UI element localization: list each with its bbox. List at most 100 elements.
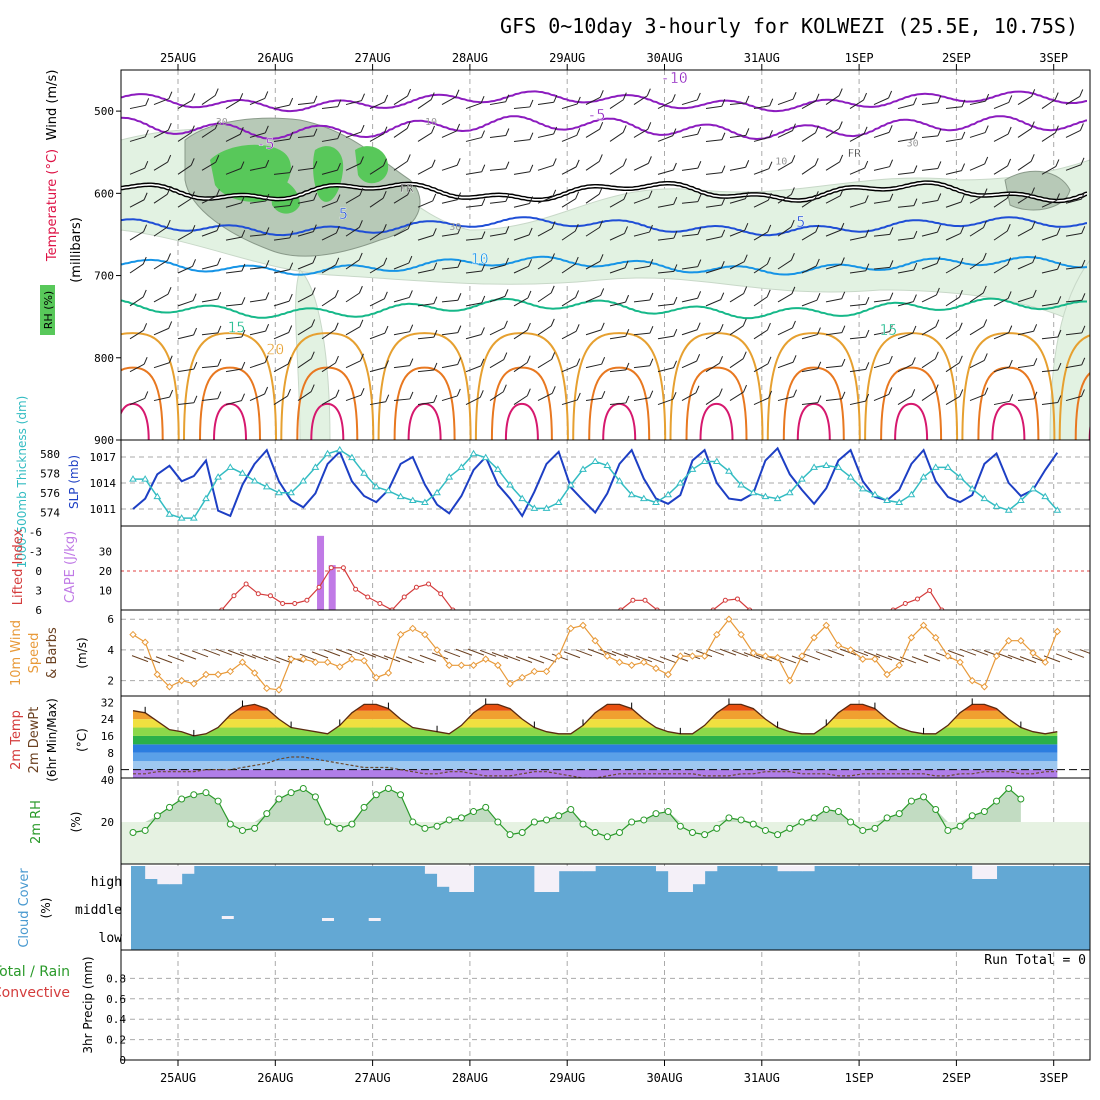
- wind-barb-staff: [705, 172, 722, 175]
- wind-barb: [753, 98, 774, 110]
- wind-barb-staff: [849, 99, 864, 109]
- wind-barb: [873, 292, 894, 303]
- wind-speed-marker: [919, 621, 928, 630]
- wind-barb-flag: [358, 285, 363, 294]
- wind-barb: [753, 390, 773, 406]
- wind-barb-flag: [743, 286, 748, 294]
- wind-barb-flag: [721, 132, 726, 140]
- thickness-marker: [554, 498, 563, 505]
- wind-barb-10m: [911, 656, 929, 664]
- slp-line: [132, 446, 1059, 518]
- wind-barb-staff: [417, 200, 433, 208]
- wind-barb-staff: [369, 101, 385, 110]
- wind-barb-staff: [465, 302, 482, 307]
- wind-barb-10m: [263, 655, 281, 663]
- isotherm-30-day4: [504, 402, 539, 440]
- rh2m-marker: [506, 831, 514, 839]
- thickness-marker: [1041, 492, 1050, 500]
- wind-barb-staff: [153, 293, 169, 303]
- wind-barb-staff: [729, 261, 745, 270]
- wind-barb-flag: [574, 223, 579, 232]
- wind-barb-flag: [360, 156, 364, 164]
- wind-barb-flag: [863, 92, 867, 101]
- wind-barb-flag: [1031, 187, 1035, 195]
- wind-barb-staff: [369, 230, 384, 241]
- wind-barb: [561, 358, 581, 373]
- wind-barb-flag: [289, 262, 294, 270]
- wind-barb-staff: [345, 326, 361, 336]
- wind-barb: [345, 353, 364, 369]
- wind-barb-flag: [167, 253, 171, 261]
- wind-barb-flag: [863, 126, 868, 135]
- wind-barb: [489, 161, 510, 171]
- wind-barb-staff: [825, 161, 840, 171]
- wind-barb-staff: [825, 264, 842, 270]
- wind-barb: [513, 99, 534, 110]
- wind-barb: [753, 192, 772, 208]
- li-marker: [243, 581, 249, 587]
- thickness-tick-576: 576: [40, 487, 60, 500]
- label-lifted-index: Lifted Index: [11, 528, 26, 605]
- wind-barb-flag: [913, 131, 918, 139]
- wind-barb-staff: [1065, 364, 1082, 369]
- wind-barb: [681, 92, 701, 106]
- wind-barb-flag: [720, 292, 725, 300]
- date-label-bottom-31aug: 31AUG: [744, 1071, 780, 1085]
- wind-barb-flag: [721, 197, 726, 206]
- wind-barb-flag: [214, 88, 219, 96]
- rh2m-marker: [238, 826, 246, 834]
- wind-barb-staff: [513, 234, 530, 241]
- wind-barb-flag: [598, 154, 603, 162]
- wind-barb: [1041, 125, 1059, 142]
- wind-barb: [633, 88, 651, 105]
- wind-barb-staff: [777, 130, 793, 138]
- thickness-marker: [275, 488, 283, 496]
- thickness-marker: [676, 479, 685, 486]
- wind-speed-marker: [482, 655, 490, 663]
- wind-speed-marker: [263, 684, 271, 693]
- wind-barb-flag: [913, 262, 918, 271]
- wind-barb-flag: [144, 129, 149, 138]
- wind-barb: [585, 254, 604, 270]
- wind-barb-staff: [561, 198, 576, 208]
- wind-barb-staff: [249, 266, 266, 270]
- li-marker: [304, 597, 310, 603]
- rh2m-marker: [336, 824, 344, 832]
- wind-speed-marker: [433, 646, 441, 654]
- wind-barb: [369, 360, 389, 373]
- wind-barb-flag: [265, 159, 270, 168]
- wind-barb: [225, 329, 246, 340]
- precip-tick: 0.6: [106, 993, 126, 1006]
- wind-barb-flag: [193, 361, 198, 370]
- date-label-top-28aug: 28AUG: [452, 51, 488, 65]
- thickness-marker: [725, 467, 733, 474]
- rh2m-marker: [457, 814, 465, 822]
- wind-barb: [705, 388, 723, 405]
- wind-barb: [777, 253, 795, 270]
- wind-barb: [585, 187, 603, 204]
- wind-barb: [201, 155, 220, 171]
- wind-barb-flag: [407, 187, 412, 196]
- wind-barb-flag: [1031, 221, 1036, 229]
- wind-barb-staff: [129, 231, 144, 241]
- wind-barb-flag: [889, 227, 894, 235]
- wind-barb-flag: [673, 230, 678, 239]
- wind-barb: [801, 395, 822, 406]
- wind-barb-10m: [503, 654, 521, 662]
- wind-barb-staff: [273, 395, 288, 405]
- wind-barb-staff: [297, 199, 314, 204]
- wind-barb-staff: [129, 263, 144, 274]
- wind-barb-flag: [1055, 159, 1060, 167]
- rh2m-marker: [798, 818, 806, 826]
- wind-barb: [873, 125, 893, 138]
- rh2m-marker: [688, 829, 696, 837]
- wind-barb: [129, 357, 148, 373]
- wind-barb-staff: [321, 362, 336, 373]
- wind-barb-staff: [393, 128, 408, 138]
- wind-barb-flag: [551, 253, 555, 261]
- wind-barb: [441, 293, 462, 303]
- wind-speed-marker: [822, 621, 830, 630]
- wind-barb-staff: [489, 200, 506, 204]
- wind-barb-flag: [1006, 191, 1011, 199]
- wind-barb-flag: [406, 121, 411, 129]
